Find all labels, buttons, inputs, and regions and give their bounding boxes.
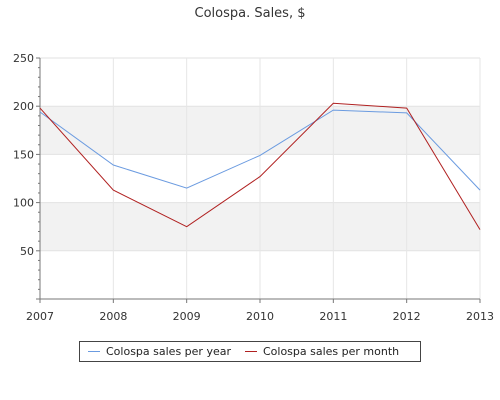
x-tick-label: 2007 [26,310,54,323]
series-line-1 [39,102,481,230]
y-tick-label: 250 [13,52,34,65]
legend-label-month: Colospa sales per month [262,345,400,358]
gridlines [40,57,481,299]
y-tick-label: 50 [20,245,34,258]
legend-item-year: Colospa sales per year [88,345,231,358]
x-tick-label: 2013 [466,310,494,323]
legend-label-year: Colospa sales per year [106,345,231,358]
y-tick-label: 150 [13,148,34,161]
x-tick-label: 2012 [393,310,421,323]
x-tick-label: 2011 [319,310,347,323]
y-tick-label: 200 [13,100,34,113]
line-chart: 50 100 150 200 250 2007 2008 2009 2010 2011 2012 20… [13,52,494,323]
legend-swatch-year [88,351,100,352]
y-tick-label: 100 [13,197,34,210]
x-tick-label: 2008 [99,310,127,323]
legend: Colospa sales per year Colospa sales per… [79,341,421,362]
legend-item-month: Colospa sales per month [244,345,400,358]
axes [36,57,481,303]
series-line-0 [39,109,481,191]
tick-labels: 50 100 150 200 250 2007 2008 2009 2010 2011 2012 20… [13,52,494,323]
legend-swatch-month [244,351,257,352]
x-tick-label: 2009 [173,310,201,323]
series-lines [39,102,481,230]
chart-title: Colospa. Sales, $ [194,6,306,21]
x-tick-label: 2010 [246,310,274,323]
